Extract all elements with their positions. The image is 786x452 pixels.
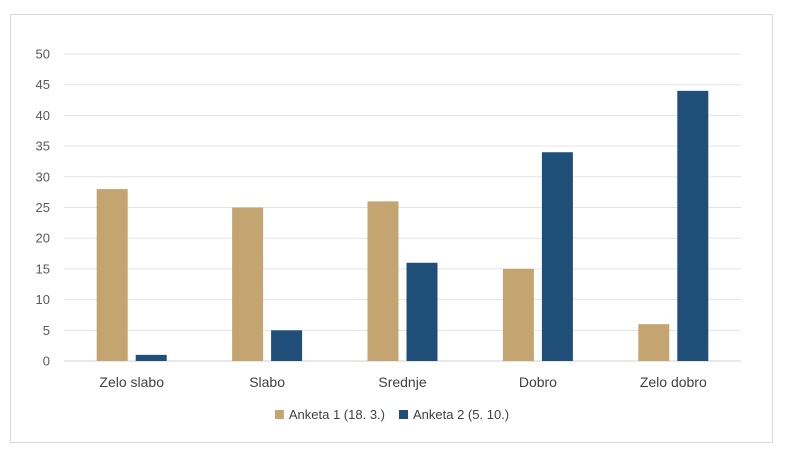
bar-series1-srednje	[367, 201, 399, 361]
bar-series2-zelo-slabo	[135, 354, 167, 361]
x-category-label-3: Dobro	[519, 374, 557, 390]
bar-series1-zelo-dobro	[638, 324, 670, 361]
y-tick-label-0: 0	[43, 354, 50, 369]
bar-series2-srednje	[406, 262, 438, 361]
legend-item-1: Anketa 1 (18. 3.)	[274, 407, 385, 422]
y-tick-label-20: 20	[36, 231, 50, 246]
y-tick-label-5: 5	[43, 323, 50, 338]
y-tick-label-15: 15	[36, 261, 50, 276]
y-tick-label-50: 50	[36, 47, 50, 62]
y-tick-label-40: 40	[36, 108, 50, 123]
legend-swatch-2	[399, 410, 408, 419]
bar-series1-zelo-slabo	[96, 189, 128, 361]
legend-item-2: Anketa 2 (5. 10.)	[399, 407, 509, 422]
x-category-label-1: Slabo	[249, 374, 285, 390]
x-category-label-2: Srednje	[378, 374, 426, 390]
y-tick-label-25: 25	[36, 200, 50, 215]
y-tick-label-35: 35	[36, 139, 50, 154]
bar-series1-slabo	[232, 207, 264, 361]
y-tick-label-45: 45	[36, 77, 50, 92]
y-tick-label-10: 10	[36, 292, 50, 307]
bar-series1-dobro	[502, 268, 534, 361]
legend-label-2: Anketa 2 (5. 10.)	[413, 407, 509, 422]
legend-label-1: Anketa 1 (18. 3.)	[289, 407, 385, 422]
bar-series2-slabo	[271, 330, 303, 361]
y-tick-label-30: 30	[36, 169, 50, 184]
bar-series2-dobro	[541, 152, 573, 361]
bar-series2-zelo-dobro	[677, 90, 709, 361]
x-category-label-4: Zelo dobro	[640, 374, 707, 390]
x-category-label-0: Zelo slabo	[99, 374, 164, 390]
legend-swatch-1	[274, 410, 284, 419]
